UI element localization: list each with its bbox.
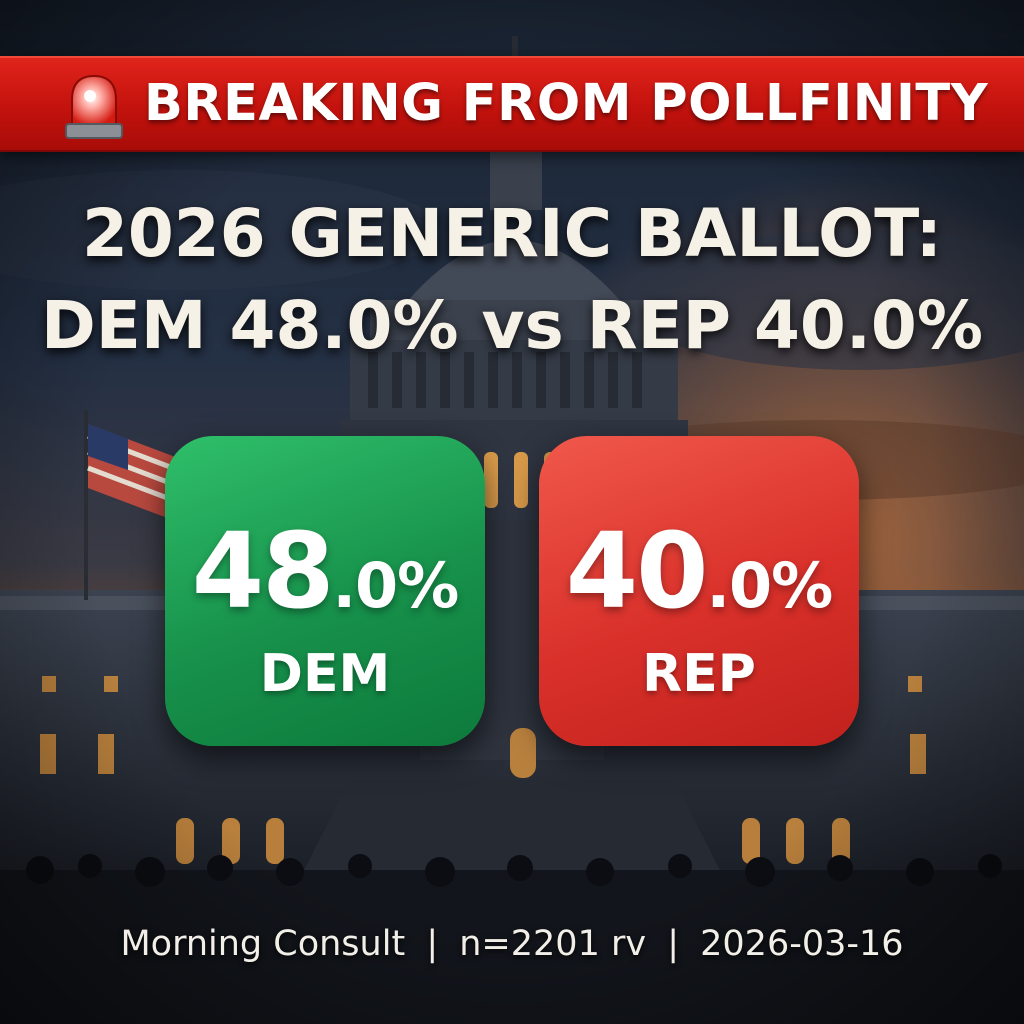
dem-percentage: 48.0%: [165, 510, 485, 632]
footer-separator: |: [667, 924, 679, 964]
poll-date: 2026-03-16: [700, 924, 904, 964]
rep-percentage: 40.0%: [539, 510, 859, 632]
rep-percentage-whole: 40: [565, 510, 709, 632]
headline-line-1: 2026 GENERIC BALLOT:: [81, 195, 943, 272]
source-footer: Morning Consult | n=2201 rv | 2026-03-16: [0, 924, 1024, 964]
rep-percentage-decimal: .0%: [706, 549, 833, 622]
footer-separator: |: [426, 924, 439, 964]
dem-percentage-whole: 48: [191, 510, 335, 632]
dem-label: DEM: [259, 644, 391, 704]
headline: 2026 GENERIC BALLOT: DEM 48.0% vs REP 40…: [0, 188, 1024, 372]
sample-size: n=2201 rv: [459, 924, 647, 964]
rep-label: REP: [642, 644, 756, 704]
dem-result-card: 48.0% DEM: [165, 436, 485, 746]
siren-icon: [65, 74, 123, 139]
poll-source: Morning Consult: [120, 924, 406, 964]
breaking-banner: BREAKING FROM POLLFINITY: [0, 56, 1024, 152]
headline-line-2: DEM 48.0% vs REP 40.0%: [41, 287, 983, 364]
rep-result-card: 40.0% REP: [539, 436, 859, 746]
dem-percentage-decimal: .0%: [332, 549, 459, 622]
banner-title: BREAKING FROM POLLFINITY: [144, 74, 989, 133]
